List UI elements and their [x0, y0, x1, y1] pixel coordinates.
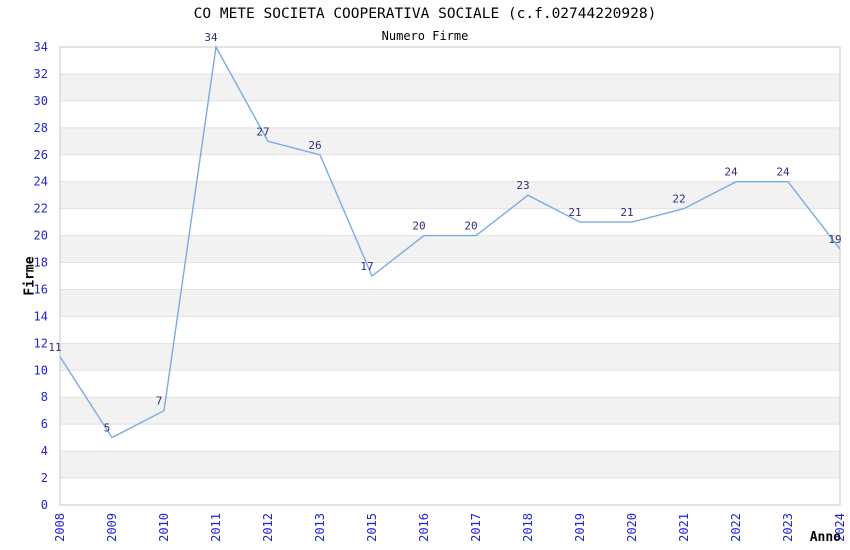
data-label: 20 [464, 220, 477, 233]
data-label: 23 [516, 179, 529, 192]
band [60, 208, 840, 236]
chart-subtitle: Numero Firme [382, 29, 469, 43]
y-tick-label: 12 [34, 336, 48, 350]
x-axis-tick-labels: 2008 2009 2010 2011 2012 2013 2015 2016 2017 2018… [53, 513, 847, 542]
x-tick-label: 2022 [729, 513, 743, 542]
x-tick-label: 2011 [209, 513, 223, 542]
x-tick-label: 2010 [157, 513, 171, 542]
data-label: 21 [620, 206, 633, 219]
x-tick-label: 2024 [833, 513, 847, 542]
data-label: 20 [412, 220, 425, 233]
data-label: 27 [256, 125, 269, 138]
band [60, 370, 840, 398]
background-bands [60, 47, 840, 505]
band [60, 424, 840, 452]
band [60, 235, 840, 263]
band [60, 47, 840, 74]
data-label: 21 [568, 206, 581, 219]
band [60, 289, 840, 317]
band [60, 397, 840, 425]
y-tick-label: 32 [34, 67, 48, 81]
band [60, 100, 840, 128]
y-tick-label: 6 [41, 417, 48, 431]
x-tick-label: 2017 [469, 513, 483, 542]
data-label: 17 [360, 260, 373, 273]
x-tick-label: 2013 [313, 513, 327, 542]
y-axis-title: Firme [23, 256, 38, 295]
y-tick-label: 24 [34, 175, 48, 189]
data-label: 5 [104, 422, 111, 435]
x-tick-label: 2015 [365, 513, 379, 542]
data-label: 24 [724, 166, 738, 179]
band [60, 451, 840, 479]
y-tick-label: 26 [34, 148, 48, 162]
band [60, 73, 840, 101]
band [60, 262, 840, 290]
y-tick-label: 4 [41, 444, 48, 458]
data-label: 24 [776, 166, 790, 179]
x-tick-label: 2009 [105, 513, 119, 542]
data-label: 34 [204, 31, 218, 44]
data-label: 22 [672, 193, 685, 206]
x-tick-label: 2023 [781, 513, 795, 542]
band [60, 478, 840, 505]
y-tick-label: 18 [34, 256, 48, 270]
x-axis-title: Anno [810, 530, 841, 545]
y-tick-label: 16 [34, 282, 48, 296]
y-tick-label: 10 [34, 363, 48, 377]
y-tick-label: 28 [34, 121, 48, 135]
y-tick-label: 34 [34, 40, 48, 54]
plot-border [59, 46, 841, 506]
band [60, 181, 840, 209]
data-labels: 11 5 7 34 27 26 17 20 20 23 21 21 22 24 24 19 [48, 31, 841, 435]
x-tick-label: 2016 [417, 513, 431, 542]
x-tick-label: 2018 [521, 513, 535, 542]
x-tick-label: 2020 [625, 513, 639, 542]
band [60, 343, 840, 371]
y-tick-label: 14 [34, 309, 48, 323]
y-tick-label: 20 [34, 229, 48, 243]
band [60, 316, 840, 344]
x-tick-label: 2021 [677, 513, 691, 542]
band [60, 154, 840, 182]
chart-title: CO METE SOCIETA COOPERATIVA SOCIALE (c.f… [194, 6, 657, 22]
data-label: 26 [308, 139, 321, 152]
series-line [59, 44, 841, 439]
x-tick-label: 2012 [261, 513, 275, 542]
data-label: 7 [156, 395, 163, 408]
x-tick-label: 2019 [573, 513, 587, 542]
data-label: 11 [48, 341, 61, 354]
y-tick-label: 2 [41, 471, 48, 485]
y-tick-label: 0 [41, 498, 48, 512]
x-tick-label: 2008 [53, 513, 67, 542]
y-tick-label: 8 [41, 390, 48, 404]
band [60, 127, 840, 155]
data-label: 19 [828, 233, 841, 246]
y-tick-label: 22 [34, 202, 48, 216]
y-tick-label: 30 [34, 94, 48, 108]
